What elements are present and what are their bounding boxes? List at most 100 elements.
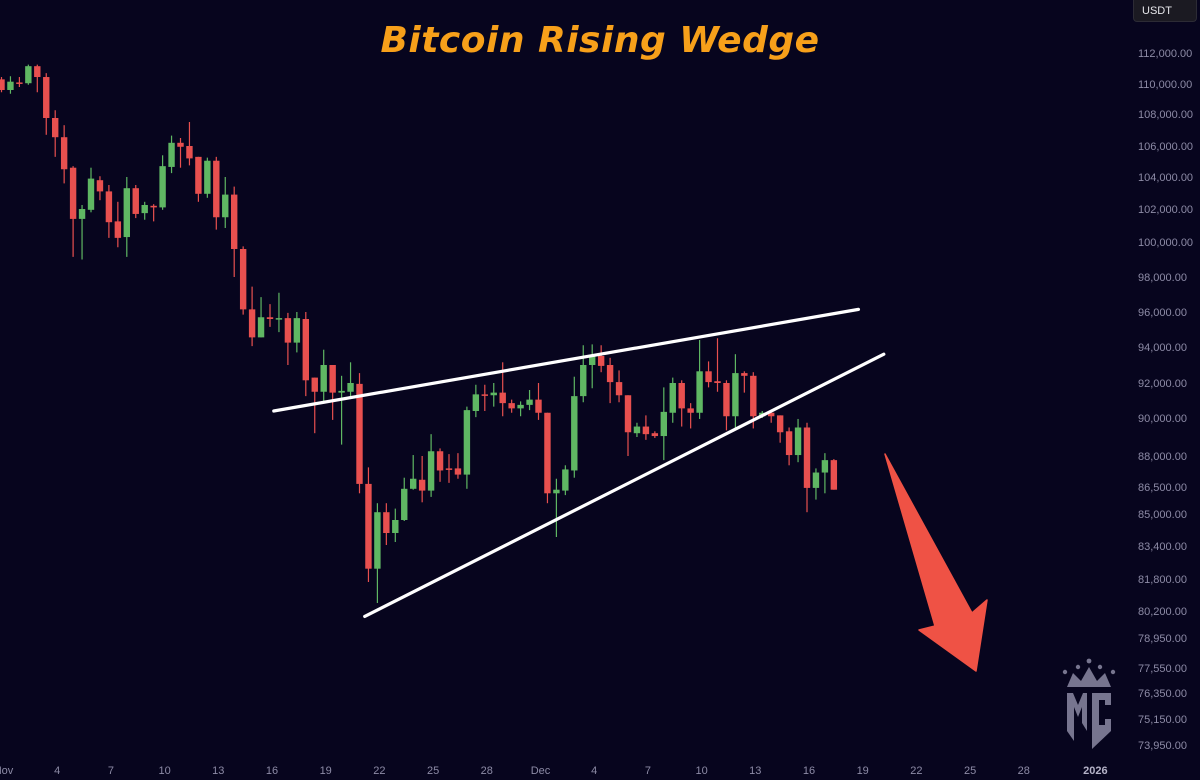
candle-down[interactable] — [150, 204, 157, 222]
candle-down[interactable] — [597, 345, 605, 373]
time-tick-label: Nov — [0, 765, 14, 777]
candle-down[interactable] — [714, 338, 721, 392]
candle-up[interactable] — [660, 387, 667, 461]
candle-down[interactable] — [606, 357, 614, 404]
candle-up[interactable] — [696, 340, 703, 419]
candle-up[interactable] — [794, 418, 802, 463]
candle-up[interactable] — [293, 312, 301, 353]
candle-body — [785, 431, 793, 456]
candle-down[interactable] — [43, 73, 50, 135]
candle-down[interactable] — [213, 156, 220, 230]
candle-up[interactable] — [562, 465, 569, 496]
candle-down[interactable] — [436, 448, 444, 482]
candle-down[interactable] — [624, 395, 632, 456]
candle-down[interactable] — [776, 415, 784, 443]
candle-down[interactable] — [705, 361, 712, 388]
candle-down[interactable] — [418, 456, 426, 503]
candle-up[interactable] — [374, 503, 381, 603]
candle-down[interactable] — [535, 383, 542, 420]
candle-down[interactable] — [231, 186, 238, 277]
candle-up[interactable] — [812, 468, 820, 500]
candle-down[interactable] — [687, 403, 694, 429]
candle-up[interactable] — [821, 453, 829, 494]
candle-up[interactable] — [7, 76, 14, 94]
currency-selector[interactable]: USDT — [1133, 0, 1197, 22]
candle-down[interactable] — [16, 77, 23, 87]
candle-down[interactable] — [615, 370, 623, 403]
candle-up[interactable] — [401, 477, 408, 521]
candle-up[interactable] — [347, 362, 354, 397]
candle-up[interactable] — [123, 177, 130, 257]
candle-up[interactable] — [141, 201, 148, 220]
candle-down[interactable] — [132, 185, 139, 219]
candle-down[interactable] — [105, 185, 113, 238]
candle-down[interactable] — [785, 427, 793, 466]
candle-up[interactable] — [87, 167, 95, 213]
candle-up[interactable] — [410, 455, 417, 490]
candle-up[interactable] — [571, 376, 578, 478]
time-axis[interactable]: Nov 4 7 10 13 16 19 22 25 28 Dec 4 7 10 13 16 19 22 25 28 20… — [0, 765, 1108, 777]
candle-down[interactable] — [356, 373, 363, 494]
candle-down[interactable] — [195, 156, 202, 202]
candle-body — [168, 142, 175, 167]
candle-up[interactable] — [553, 478, 560, 537]
candle-down[interactable] — [454, 453, 462, 479]
down-arrow-icon[interactable] — [884, 453, 988, 672]
upper-wedge-line[interactable] — [272, 307, 861, 413]
candle-down[interactable] — [266, 304, 274, 327]
candle-up[interactable] — [732, 354, 739, 431]
candle-up[interactable] — [669, 377, 676, 423]
candle-up[interactable] — [320, 349, 327, 404]
candle-up[interactable] — [427, 434, 435, 497]
candle-up[interactable] — [392, 508, 399, 542]
candle-down[interactable] — [741, 371, 748, 393]
candle-down[interactable] — [365, 467, 372, 582]
candle-down[interactable] — [445, 454, 453, 483]
candle-down[interactable] — [678, 380, 685, 427]
candle-down[interactable] — [768, 411, 775, 423]
candle-down[interactable] — [329, 365, 336, 420]
candle-down[interactable] — [508, 399, 515, 413]
candle-up[interactable] — [168, 135, 175, 174]
candle-down[interactable] — [34, 64, 41, 93]
candle-up[interactable] — [204, 157, 211, 198]
candle-up[interactable] — [580, 345, 587, 403]
candle-down[interactable] — [177, 138, 184, 168]
candle-up[interactable] — [490, 383, 497, 407]
price-axis[interactable]: 112,000.00 110,000.00 108,000.00 106,000.00… — [1138, 48, 1193, 752]
candle-down[interactable] — [69, 166, 77, 257]
candle-down[interactable] — [0, 77, 5, 93]
candle-down[interactable] — [96, 176, 104, 201]
candle-down[interactable] — [60, 125, 68, 184]
candle-down[interactable] — [481, 384, 488, 411]
candle-down[interactable] — [544, 412, 551, 504]
candle-up[interactable] — [463, 406, 471, 489]
candle-up[interactable] — [257, 297, 265, 338]
candle-down[interactable] — [651, 431, 659, 438]
candle-up[interactable] — [25, 64, 32, 85]
candle-up[interactable] — [526, 390, 533, 411]
candle-down[interactable] — [248, 286, 256, 347]
candle-up[interactable] — [589, 344, 596, 389]
candle-down[interactable] — [803, 422, 811, 513]
candle-down[interactable] — [284, 312, 292, 365]
candle-up[interactable] — [472, 384, 480, 418]
lower-wedge-line[interactable] — [363, 352, 886, 619]
candle-down[interactable] — [723, 380, 730, 431]
candle-up[interactable] — [222, 177, 229, 228]
candle-up[interactable] — [78, 205, 86, 260]
candle-down[interactable] — [52, 110, 59, 157]
candle-down[interactable] — [186, 122, 193, 166]
candle-down[interactable] — [830, 459, 838, 490]
candle-up[interactable] — [633, 422, 641, 437]
candle-down[interactable] — [383, 503, 390, 545]
candle-up[interactable] — [338, 375, 345, 445]
candle-up[interactable] — [159, 155, 166, 210]
candle-down[interactable] — [239, 246, 247, 315]
candle-up[interactable] — [275, 292, 283, 333]
candle-up[interactable] — [517, 401, 524, 417]
candle-down[interactable] — [302, 312, 309, 397]
candle-down[interactable] — [114, 201, 122, 248]
candle-down[interactable] — [642, 415, 650, 440]
